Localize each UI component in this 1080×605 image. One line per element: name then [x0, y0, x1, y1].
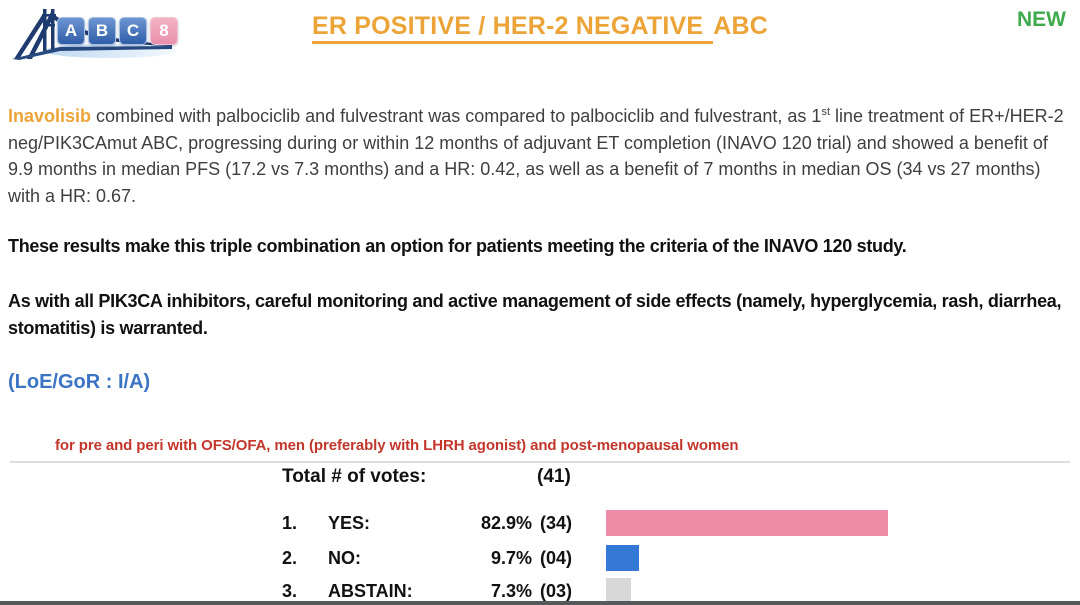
vote-label: YES:: [328, 513, 371, 533]
vote-percent: 9.7%: [490, 548, 532, 568]
vote-rank: 3.: [282, 581, 298, 601]
slide-bottom-edge: [0, 601, 1080, 605]
vote-bar-yes: [606, 510, 888, 536]
logo-tile-c: C: [119, 17, 147, 45]
loe-gor-label: (LoE/GoR : I/A): [8, 371, 151, 393]
vote-bar-abstain: [606, 578, 631, 604]
divider-line: [10, 461, 1070, 463]
drug-name: Inavolisib: [8, 106, 92, 126]
vote-count: (34): [540, 513, 573, 533]
page-title-suffix: ABC: [713, 12, 769, 40]
page-title-underlined: ER POSITIVE / HER-2 NEGATIVE: [311, 12, 714, 44]
population-note: for pre and peri with OFS/OFA, men (pref…: [55, 437, 739, 454]
vote-label: NO:: [328, 548, 361, 568]
safety-paragraph: As with all PIK3CA inhibitors, careful m…: [8, 291, 1062, 338]
intro-paragraph: Inavolisib combined with palbociclib and…: [8, 103, 1072, 209]
vote-bar-no: [606, 545, 639, 571]
logo-tile-8: 8: [150, 17, 178, 45]
ordinal-superscript: st: [821, 106, 830, 118]
new-badge: NEW: [1017, 8, 1066, 31]
vote-label: ABSTAIN:: [328, 581, 413, 601]
page-title: ER POSITIVE / HER-2 NEGATIVE ABC: [0, 12, 1080, 44]
abc8-logo: A B C 8: [10, 6, 178, 62]
intro-text-1: combined with palbociclib and fulvestran…: [91, 106, 822, 126]
vote-percent: 82.9%: [480, 513, 532, 533]
total-votes-label: Total # of votes:: [282, 466, 427, 487]
vote-count: (03): [540, 581, 573, 601]
logo-tiles: A B C 8: [57, 17, 178, 45]
logo-tile-a: A: [57, 17, 85, 45]
vote-count: (04): [540, 548, 573, 568]
total-votes-count: (41): [537, 466, 571, 487]
vote-rank: 1.: [282, 513, 298, 533]
vote-percent: 7.3%: [490, 581, 532, 601]
intro-text-2: line treatment of ER+/HER-2 neg/PIK3CAmu…: [8, 106, 1064, 206]
conclusion-paragraph: These results make this triple combinati…: [8, 236, 907, 256]
vote-rank: 2.: [282, 548, 298, 568]
logo-tile-b: B: [88, 17, 116, 45]
